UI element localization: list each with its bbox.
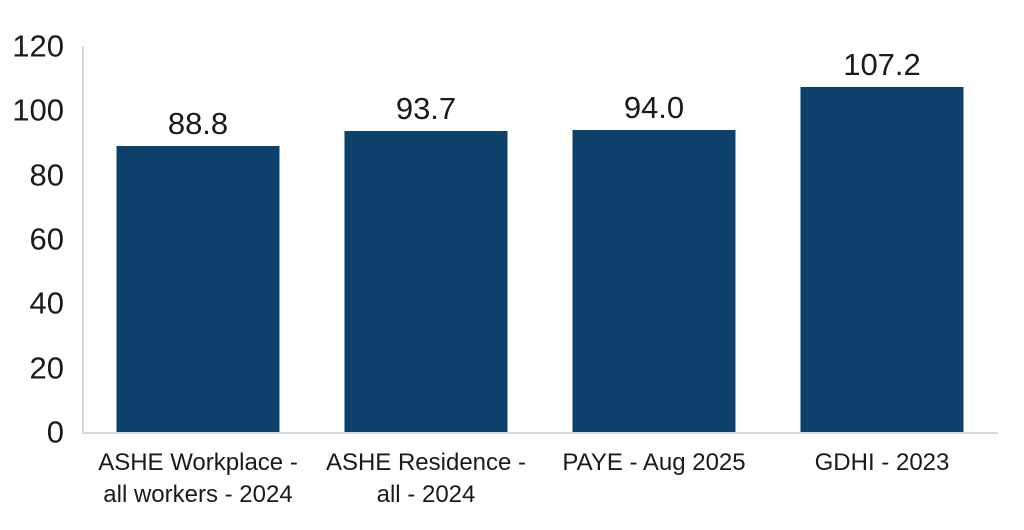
y-axis-tick-label: 60 bbox=[29, 221, 64, 257]
bar-slot: 94.0 bbox=[540, 46, 768, 432]
bar bbox=[800, 87, 964, 432]
x-axis-labels: ASHE Workplace - all workers - 2024 ASHE … bbox=[84, 447, 996, 511]
bar bbox=[572, 129, 736, 432]
y-axis-tick-label: 0 bbox=[46, 414, 64, 450]
y-axis-tick-label: 100 bbox=[12, 92, 64, 128]
value-label: 107.2 bbox=[843, 47, 921, 83]
value-label: 88.8 bbox=[167, 106, 229, 142]
x-axis-category-label: PAYE - Aug 2025 bbox=[562, 449, 746, 476]
x-axis-category-label: ASHE Residence - all - 2024 bbox=[325, 449, 527, 508]
y-axis-line bbox=[82, 46, 84, 432]
y-axis-tick-label: 120 bbox=[12, 28, 64, 64]
plot-area: 88.8 93.7 94.0 107.2 bbox=[82, 46, 998, 434]
bar bbox=[344, 130, 508, 432]
bar-slot: 88.8 bbox=[84, 46, 312, 432]
value-label: 94.0 bbox=[623, 89, 685, 125]
y-axis-labels: 0 20 40 60 80 100 120 bbox=[0, 31, 64, 448]
y-axis-tick-label: 20 bbox=[29, 350, 64, 386]
bars-container: 88.8 93.7 94.0 107.2 bbox=[84, 46, 996, 432]
bar bbox=[116, 146, 280, 432]
bar-slot: 107.2 bbox=[768, 46, 996, 432]
x-axis-line bbox=[82, 432, 998, 434]
value-label: 93.7 bbox=[395, 90, 457, 126]
x-axis-category-label: ASHE Workplace - all workers - 2024 bbox=[98, 449, 298, 508]
y-axis-tick-label: 40 bbox=[29, 285, 64, 321]
x-axis-category-label: GDHI - 2023 bbox=[814, 449, 950, 476]
bar-slot: 93.7 bbox=[312, 46, 540, 432]
y-axis-tick-label: 80 bbox=[29, 157, 64, 193]
